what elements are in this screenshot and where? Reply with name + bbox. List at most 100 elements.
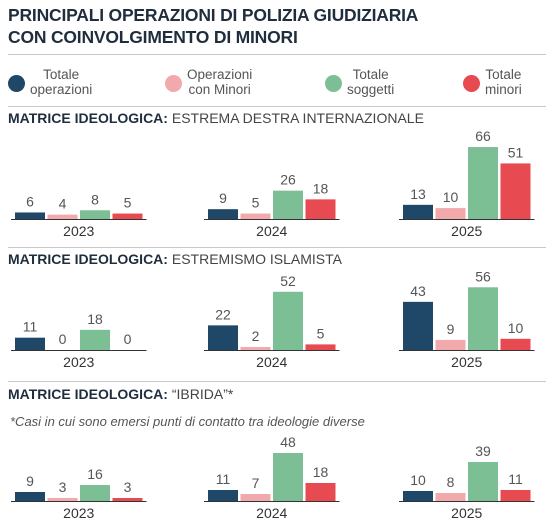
section-title-estremismo-islamista: MATRICE IDEOLOGICA: ESTREMISMO ISLAMISTA	[8, 251, 342, 267]
bar	[403, 204, 433, 219]
footnote: *Casi in cui sono emersi punti di contat…	[10, 414, 365, 429]
x-tick-label: 2023	[63, 505, 94, 521]
data-label: 51	[508, 144, 524, 160]
data-label: 10	[508, 320, 524, 336]
section-separator: :	[163, 251, 172, 267]
section-separator: :	[163, 110, 172, 126]
data-label: 2	[252, 328, 260, 344]
data-label: 8	[91, 191, 99, 207]
section-title-estrema-destra: MATRICE IDEOLOGICA: ESTREMA DESTRA INTER…	[8, 110, 424, 126]
section-divider	[8, 381, 546, 382]
x-tick-label: 2025	[451, 354, 482, 370]
data-label: 18	[313, 180, 329, 196]
bar	[15, 212, 45, 219]
bar	[305, 483, 336, 501]
legend-swatch-totale-operazioni	[8, 75, 25, 92]
data-label: 48	[280, 434, 296, 450]
x-tick-label: 2024	[256, 223, 287, 239]
bar	[435, 339, 466, 350]
data-label: 9	[26, 473, 34, 489]
bar	[500, 163, 531, 219]
data-label: 11	[216, 471, 231, 487]
legend-label-line2: soggetti	[347, 82, 395, 97]
bar	[80, 329, 110, 350]
bar	[273, 453, 303, 501]
bar	[435, 493, 466, 501]
bar	[240, 347, 271, 350]
bar	[208, 325, 238, 350]
data-label: 13	[410, 186, 426, 202]
section-divider	[8, 247, 546, 248]
chart-title: PRINCIPALI OPERAZIONI DI POLIZIA GIUDIZI…	[8, 4, 418, 48]
data-label: 0	[59, 331, 67, 347]
bar	[112, 498, 143, 501]
data-label: 18	[313, 464, 329, 480]
bar	[468, 287, 498, 350]
data-label: 11	[23, 319, 38, 335]
data-label: 26	[280, 172, 296, 188]
section-separator: :	[163, 386, 172, 402]
legend-label-line2: con Minori	[188, 82, 251, 97]
data-label: 18	[87, 311, 103, 327]
bar	[47, 498, 78, 501]
x-tick-label: 2025	[451, 223, 482, 239]
data-label: 6	[26, 193, 34, 209]
bar	[15, 492, 45, 501]
bar	[80, 485, 110, 501]
data-label: 11	[508, 471, 523, 487]
data-label: 10	[410, 472, 426, 488]
section-label: MATRICE IDEOLOGICA	[8, 386, 164, 402]
data-label: 39	[475, 443, 491, 459]
legend-label-totale-operazioni: Totale operazioni	[30, 67, 92, 97]
x-tick-label: 2023	[63, 354, 94, 370]
data-label: 4	[59, 196, 67, 212]
chart-title-line1: PRINCIPALI OPERAZIONI DI POLIZIA GIUDIZI…	[8, 5, 419, 25]
data-label: 9	[219, 190, 227, 206]
legend-swatch-operazioni-con-minori	[165, 75, 182, 92]
x-tick-label: 2025	[451, 505, 482, 521]
data-label: 52	[280, 273, 296, 289]
legend-label-totale-minori: Totale minori	[485, 67, 522, 97]
x-tick-label: 2023	[63, 223, 94, 239]
data-label: 22	[215, 306, 231, 322]
bar	[305, 344, 336, 350]
bar	[240, 213, 271, 219]
legend-label-operazioni-con-minori: Operazioni con Minori	[187, 67, 252, 97]
x-tick-label: 2024	[256, 354, 287, 370]
legend-label-line1: Totale	[352, 67, 389, 82]
bar	[468, 147, 498, 219]
bar	[500, 490, 531, 501]
bar	[15, 337, 45, 350]
bar	[403, 491, 433, 501]
bar	[403, 301, 433, 350]
bar	[80, 210, 110, 219]
bar	[112, 213, 143, 219]
legend-swatch-totale-soggetti	[325, 75, 342, 92]
data-label: 3	[124, 479, 132, 495]
legend-label-line1: Totale	[485, 67, 522, 82]
data-label: 5	[252, 195, 260, 211]
bar	[273, 291, 303, 350]
section-subtitle: ESTREMISMO ISLAMISTA	[171, 251, 342, 267]
data-label: 16	[87, 466, 103, 482]
bar	[500, 338, 531, 350]
data-label: 10	[443, 189, 459, 205]
section-divider	[8, 106, 546, 107]
bar	[305, 199, 336, 219]
x-tick-label: 2024	[256, 505, 287, 521]
legend-label-totale-soggetti: Totale soggetti	[347, 67, 394, 97]
chart-title-line2: CON COINVOLGIMENTO DI MINORI	[8, 27, 298, 47]
legend-label-line1: Totale	[43, 67, 80, 82]
data-label: 9	[447, 321, 455, 337]
bar	[208, 490, 238, 501]
section-subtitle: “IBRIDA”*	[171, 386, 234, 402]
legend-label-line2: operazioni	[30, 82, 93, 97]
section-label: MATRICE IDEOLOGICA	[8, 110, 164, 126]
data-label: 43	[410, 283, 426, 299]
data-label: 5	[317, 325, 325, 341]
section-title-ibrida: MATRICE IDEOLOGICA: “IBRIDA”*	[8, 386, 233, 402]
data-label: 0	[124, 331, 132, 347]
data-label: 8	[447, 474, 455, 490]
data-label: 5	[124, 195, 132, 211]
